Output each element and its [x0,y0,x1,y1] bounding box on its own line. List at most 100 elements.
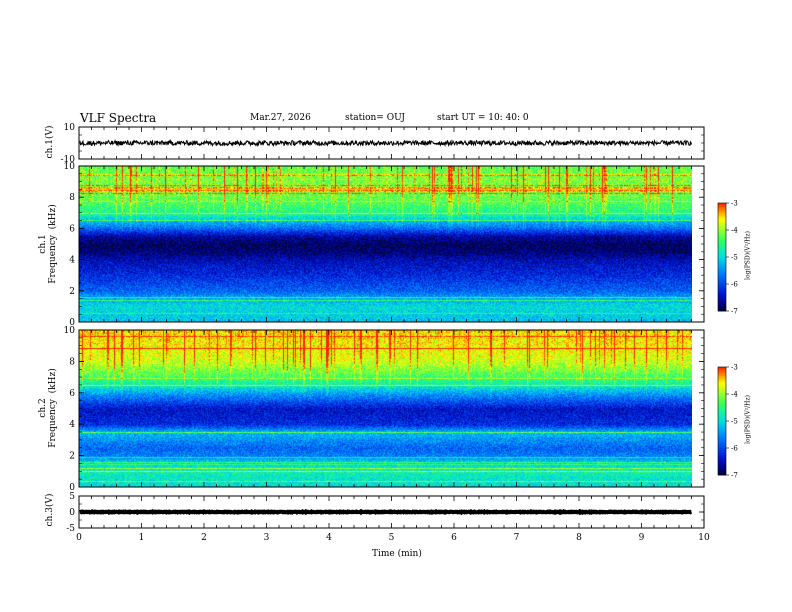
colorbar-swatch [718,473,726,476]
colorbar-swatch [718,372,726,375]
colorbar-swatch [718,217,726,220]
colorbar-swatch [718,309,726,312]
wave3-line [79,508,693,516]
colorbar-swatch [718,280,726,283]
colorbar-swatch [718,293,726,296]
colorbar-swatch [718,228,726,231]
colorbar-swatch [718,208,726,211]
ch1-colorbar-label: log(PSD)(V²/Hz) [744,231,752,280]
colorbar-swatch [718,386,726,389]
station-label: station= OUJ [345,113,406,123]
x-tick-label-1: 1 [139,533,145,543]
start-time-label: start UT = 10: 40: 0 [437,113,529,123]
ch2-spectrogram-image [79,330,692,487]
colorbar-swatch [718,469,726,472]
colorbar-swatch [718,377,726,380]
colorbar-swatch [718,379,726,382]
ch2-spectrogram-y-tick-label-10: 10 [64,326,76,336]
colorbar-tick-label--3: -3 [731,200,738,208]
colorbar-swatch [718,401,726,404]
colorbar-swatch [718,460,726,463]
colorbar-swatch [718,421,726,424]
colorbar-swatch [718,442,726,445]
colorbar-swatch [718,298,726,301]
colorbar-swatch [718,394,726,397]
colorbar-swatch [718,399,726,402]
colorbar-swatch [718,422,726,425]
ch2-spectrogram-y-tick-label-4: 4 [69,420,75,430]
colorbar-swatch [718,437,726,440]
colorbar-swatch [718,231,726,234]
colorbar-swatch [718,246,726,249]
colorbar-swatch [718,213,726,216]
ch1-waveform-y-tick-label--10: -10 [61,155,76,165]
colorbar-swatch [718,455,726,458]
ch1-spectrogram-y-tick-label-0: 0 [69,318,75,328]
colorbar-swatch [718,367,726,370]
colorbar-tick-label--7: -7 [731,472,738,480]
ch1-colorbar: -3 -4 -5 -6 -7 [717,200,738,316]
colorbar-swatch [718,271,726,274]
colorbar-swatch [718,204,726,207]
x-tick-label-6: 6 [451,533,457,543]
x-tick-label-7: 7 [514,533,520,543]
colorbar-swatch [718,206,726,209]
colorbar-swatch [718,464,726,467]
colorbar-tick-label--7: -7 [731,308,738,316]
colorbar-swatch [718,440,726,443]
colorbar-swatch [718,242,726,245]
colorbar-swatch [718,278,726,281]
wave1-line [79,138,692,148]
colorbar-swatch [718,426,726,429]
ch3-waveform-y-tick-label-5: 5 [69,492,75,502]
x-tick-label-3: 3 [264,533,270,543]
colorbar-swatch [718,410,726,413]
colorbar-swatch [718,446,726,449]
colorbar-swatch [718,224,726,227]
colorbar-swatch [718,302,726,305]
colorbar-swatch [718,282,726,285]
ch2-spectrogram-y-tick-label-6: 6 [69,389,75,399]
colorbar-swatch [718,222,726,225]
colorbar-swatch [718,392,726,395]
colorbar-tick-label--5: -5 [731,418,738,426]
ch1-waveform-y-tick-label-10: 10 [64,123,76,133]
colorbar-swatch [718,453,726,456]
colorbar-swatch [718,287,726,290]
colorbar-swatch [718,226,726,229]
colorbar-swatch [718,235,726,238]
ch2-colorbar-label: log(PSD)(V²/Hz) [744,395,752,444]
colorbar-swatch [718,458,726,461]
ch3-waveform-y-tick-label-0: 0 [69,508,75,518]
colorbar-swatch [718,203,726,206]
colorbar-swatch [718,430,726,433]
colorbar-swatch [718,240,726,243]
colorbar-swatch [718,471,726,474]
colorbar-tick-label--4: -4 [731,227,738,235]
colorbar-swatch [718,233,726,236]
colorbar-swatch [718,397,726,400]
colorbar-swatch [718,284,726,287]
ch2-colorbar: -3 -4 -5 -6 -7 [717,364,738,480]
ch2-spectrogram-y-tick-label-8: 8 [69,357,75,367]
ch1-spectrogram-y-tick-label-2: 2 [69,287,75,297]
x-tick-label-10: 10 [698,533,710,543]
colorbar-swatch [718,435,726,438]
colorbar-swatch [718,390,726,393]
ch3-waveform-trace [79,508,693,516]
colorbar-swatch [718,262,726,265]
colorbar-swatch [718,285,726,288]
colorbar-swatch [718,403,726,406]
ch1-spectrogram-y-tick-label-4: 4 [69,256,75,266]
ch2-spectrogram-y-tick-label-2: 2 [69,452,75,462]
colorbar-swatch [718,395,726,398]
colorbar-swatch [718,444,726,447]
x-tick-label-0: 0 [76,533,82,543]
colorbar-swatch [718,412,726,415]
ch2-spectrogram-y-tick-label-0: 0 [69,483,75,493]
ch1-spectrogram-image [79,166,692,322]
colorbar-swatch [718,300,726,303]
colorbar-swatch [718,294,726,297]
colorbar-swatch [718,296,726,299]
